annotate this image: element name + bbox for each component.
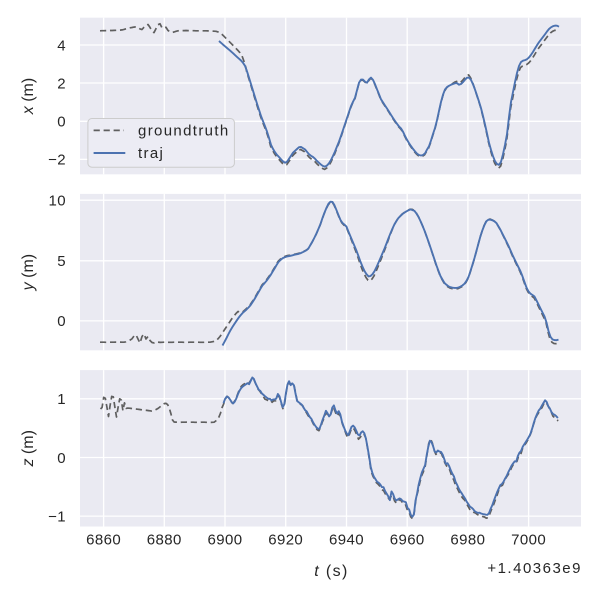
svg-text:0: 0 <box>57 313 66 330</box>
svg-text:z (m): z (m) <box>20 430 37 467</box>
svg-text:−1: −1 <box>48 508 66 525</box>
svg-text:6880: 6880 <box>147 532 182 549</box>
svg-text:6920: 6920 <box>268 532 303 549</box>
svg-text:6900: 6900 <box>208 532 243 549</box>
svg-text:1: 1 <box>57 391 66 408</box>
svg-text:6960: 6960 <box>390 532 425 549</box>
svg-text:x (m): x (m) <box>20 78 37 115</box>
svg-text:0: 0 <box>57 450 66 467</box>
svg-text:+1.40363e9: +1.40363e9 <box>487 560 582 577</box>
svg-text:5: 5 <box>57 253 66 270</box>
svg-text:0: 0 <box>57 114 66 131</box>
svg-text:6860: 6860 <box>86 532 121 549</box>
svg-text:t (s): t (s) <box>314 563 349 580</box>
svg-text:10: 10 <box>49 193 67 210</box>
svg-text:groundtruth: groundtruth <box>138 123 230 140</box>
svg-text:4: 4 <box>57 37 66 54</box>
svg-text:traj: traj <box>138 145 164 162</box>
svg-text:6980: 6980 <box>450 532 485 549</box>
svg-text:y (m): y (m) <box>20 254 37 291</box>
svg-text:6940: 6940 <box>329 532 364 549</box>
svg-text:7000: 7000 <box>511 532 546 549</box>
svg-text:−2: −2 <box>48 152 66 169</box>
svg-text:2: 2 <box>57 75 66 92</box>
